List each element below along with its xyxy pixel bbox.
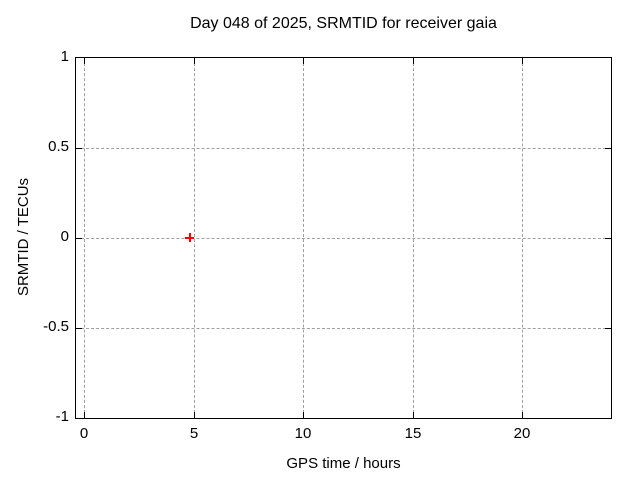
tick-mark [194, 58, 195, 64]
tick-mark [76, 328, 82, 329]
tick-mark [522, 58, 523, 64]
x-tick-label: 15 [404, 425, 422, 442]
y-tick-label: -0.5 [43, 318, 69, 335]
y-tick-label: 0 [60, 228, 69, 245]
x-tick-label: 10 [294, 425, 312, 442]
gridline [76, 148, 611, 149]
tick-mark [522, 412, 523, 418]
tick-mark [413, 58, 414, 64]
tick-mark [605, 148, 611, 149]
x-tick-label: 0 [79, 425, 89, 442]
plot-area [75, 57, 612, 419]
tick-mark [76, 148, 82, 149]
y-tick-label: 1 [60, 48, 69, 65]
tick-mark [605, 238, 611, 239]
tick-mark [84, 58, 85, 64]
tick-mark [84, 412, 85, 418]
chart-title: Day 048 of 2025, SRMTID for receiver gai… [190, 15, 497, 32]
y-tick-label: 0.5 [48, 138, 69, 155]
gridline [76, 238, 611, 239]
tick-mark [76, 238, 82, 239]
tick-mark [303, 412, 304, 418]
x-axis-label: GPS time / hours [286, 455, 401, 472]
gridline [76, 328, 611, 329]
y-tick-label: -1 [55, 408, 69, 425]
x-tick-label: 20 [513, 425, 531, 442]
tick-mark [303, 58, 304, 64]
tick-mark [413, 412, 414, 418]
tick-mark [605, 328, 611, 329]
x-tick-label: 5 [189, 425, 199, 442]
tick-mark [194, 412, 195, 418]
